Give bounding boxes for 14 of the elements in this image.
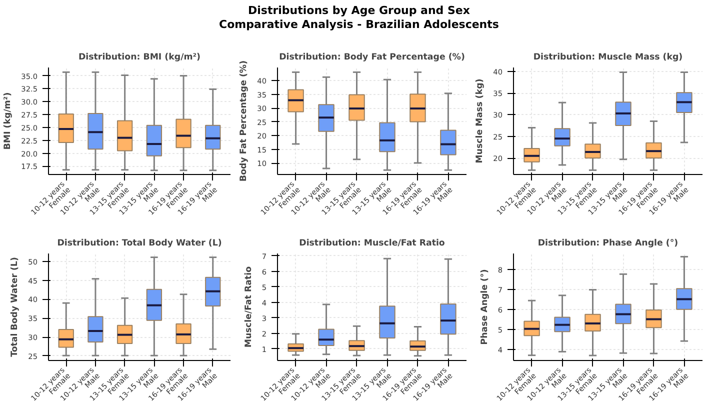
chart-title: Distribution: Muscle/Fat Ratio <box>299 238 445 248</box>
text: Comparative Analysis - Brazilian Adolescents <box>219 18 499 31</box>
y-axis-title: Muscle Mass (kg) <box>475 78 486 164</box>
y-axis-title: Total Body Water (L) <box>10 257 20 357</box>
chart-title: Distribution: Muscle Mass (kg) <box>533 52 683 62</box>
y-axis-title: Muscle/Fat Ratio <box>244 266 254 348</box>
y-axis-title: Phase Angle (°) <box>480 269 490 345</box>
y-axis-title: BMI (kg/m²) <box>3 92 14 150</box>
chart-title: Distribution: Total Body Water (L) <box>57 238 222 248</box>
chart-title: Distribution: Body Fat Percentage (%) <box>279 52 465 62</box>
text: Distributions by Age Group and Sex <box>248 4 470 17</box>
chart-title: Distribution: Phase Angle (°) <box>538 238 678 248</box>
y-axis-title: Body Fat Percentage (%) <box>239 60 250 182</box>
chart-title: Distribution: BMI (kg/m²) <box>78 52 201 62</box>
